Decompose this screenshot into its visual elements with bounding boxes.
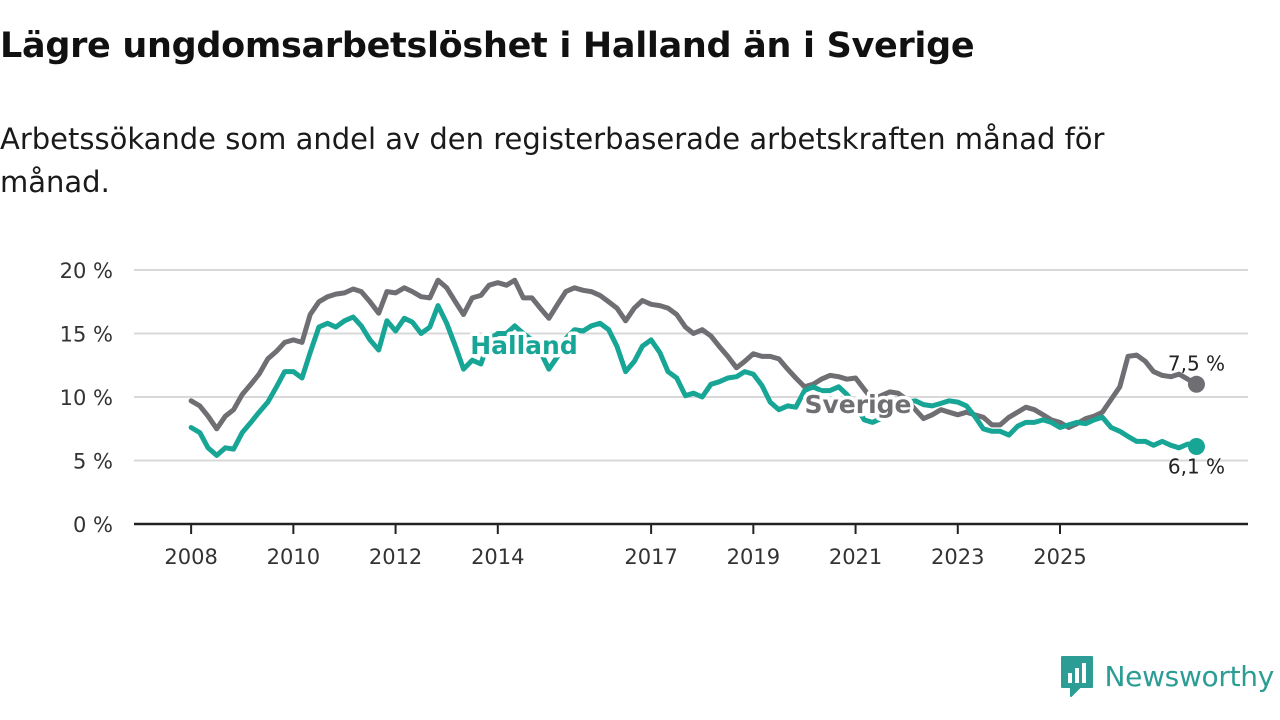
x-axis-ticks: 2008 2010 2012 2014 2017 2019 2021 2023 2025 — [164, 524, 1087, 569]
y-tick-label-5: 5 % — [73, 450, 113, 474]
series-labels: Halland Sverige 7,5 % 6,1 % — [467, 328, 1225, 479]
end-marker-halland — [1187, 438, 1205, 456]
newsworthy-brand: Newsworthy — [1059, 654, 1275, 698]
x-tick-label-2025: 2025 — [1033, 545, 1086, 569]
newsworthy-logo-icon — [1060, 656, 1093, 697]
gridlines — [134, 269, 1248, 462]
series-label-halland: Halland — [470, 331, 578, 360]
chart-subtitle: Arbetssökande som andel av den registerb… — [0, 122, 1105, 199]
y-tick-label-10: 10 % — [60, 386, 113, 410]
x-tick-label-2017: 2017 — [624, 545, 677, 569]
series-line-halland — [188, 303, 1199, 458]
end-label-halland: 6,1 % — [1168, 455, 1225, 479]
y-axis-tick-labels: 0 % 5 % 10 % 15 % 20 % — [60, 259, 113, 537]
brand-name: Newsworthy — [1104, 659, 1275, 693]
y-tick-label-0: 0 % — [73, 513, 113, 537]
x-tick-label-2008: 2008 — [164, 545, 217, 569]
y-tick-label-20: 20 % — [60, 259, 113, 283]
chart-title: Lägre ungdomsarbetslöshet i Halland än i… — [0, 26, 975, 66]
end-marker-sverige — [1187, 375, 1205, 393]
series-label-sverige: Sverige — [804, 390, 911, 419]
x-tick-label-2021: 2021 — [829, 545, 882, 569]
y-tick-label-15: 15 % — [60, 323, 113, 347]
x-tick-label-2019: 2019 — [727, 545, 780, 569]
x-tick-label-2010: 2010 — [267, 545, 320, 569]
x-tick-label-2012: 2012 — [369, 545, 422, 569]
series-lines — [188, 277, 1205, 458]
x-tick-label-2023: 2023 — [931, 545, 984, 569]
series-line-sverige — [188, 277, 1199, 432]
end-label-sverige: 7,5 % — [1168, 351, 1225, 375]
x-tick-label-2014: 2014 — [471, 545, 524, 569]
